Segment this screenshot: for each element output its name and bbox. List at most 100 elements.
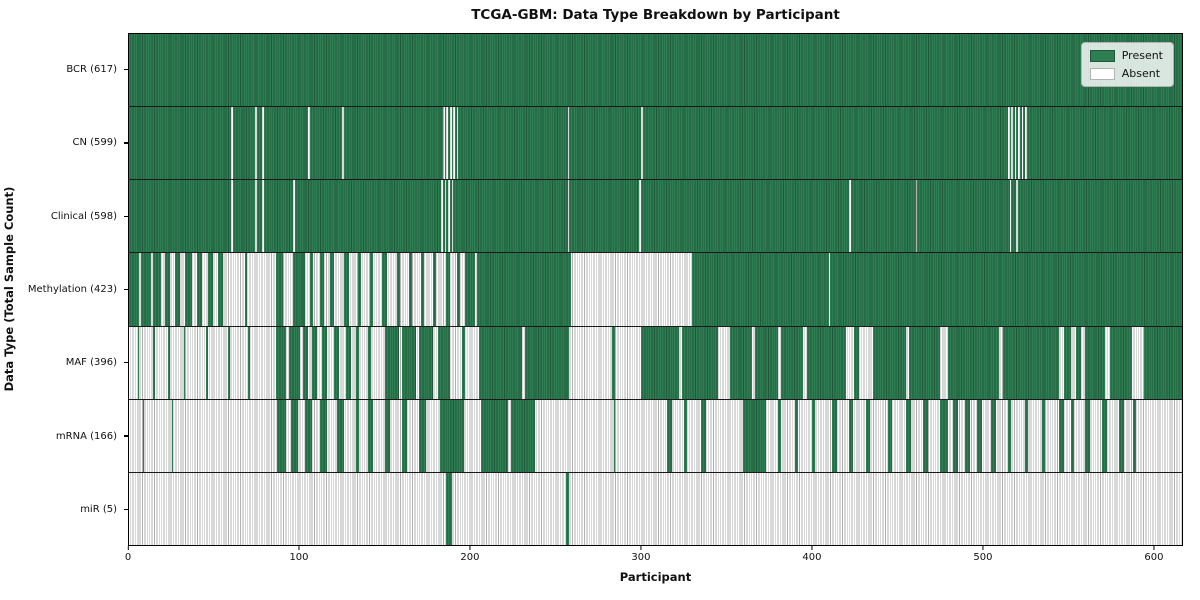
present-segment [330, 253, 334, 326]
present-segment [384, 399, 391, 472]
present-segment [396, 253, 401, 326]
present-segment [420, 253, 425, 326]
y-tick-mark [124, 508, 128, 510]
x-tick-mark [127, 546, 129, 550]
present-segment [152, 326, 155, 399]
present-segment [309, 253, 314, 326]
present-segment [183, 326, 186, 399]
y-tick-mark [124, 215, 128, 217]
legend: Present Absent [1080, 42, 1174, 87]
present-segment [129, 180, 232, 253]
x-tick-mark [640, 546, 642, 550]
present-segment [140, 253, 152, 326]
present-segment [953, 399, 959, 472]
x-tick: 600 [1144, 546, 1163, 563]
present-segment [939, 399, 949, 472]
y-tick-cell: Clinical (598) [0, 180, 128, 253]
present-segment [164, 253, 170, 326]
present-segment [344, 107, 444, 180]
x-tick: 200 [460, 546, 480, 563]
y-tick-cell: miR (5) [0, 473, 128, 546]
present-segment [233, 107, 256, 180]
y-tick-cell: mRNA (166) [0, 399, 128, 472]
y-tick-label: MAF (396) [65, 357, 117, 369]
present-segment [446, 472, 452, 545]
present-segment [461, 326, 466, 399]
present-segment [309, 107, 343, 180]
present-segment [263, 180, 293, 253]
x-tick-label: 300 [631, 552, 651, 563]
y-tick-mark [124, 362, 128, 364]
x-tick: 0 [125, 546, 131, 563]
present-segment [311, 326, 317, 399]
present-segment [465, 253, 476, 326]
legend-label-present: Present [1121, 49, 1163, 62]
x-tick-label: 200 [460, 552, 480, 563]
present-segment [1023, 107, 1025, 180]
present-segment [873, 326, 906, 399]
x-tick-mark [811, 546, 813, 550]
present-segment [303, 326, 309, 399]
present-segment [1132, 399, 1136, 472]
present-segment [1118, 399, 1124, 472]
present-segment [205, 326, 208, 399]
present-segment [456, 253, 461, 326]
present-segment [1024, 399, 1029, 472]
present-segment [755, 326, 778, 399]
present-segment [1059, 399, 1065, 472]
present-segment [811, 399, 816, 472]
legend-swatch-present [1089, 49, 1115, 62]
y-tick-cell: BCR (617) [0, 33, 128, 106]
y-axis-labels: BCR (617) CN (599) Clinical (598) Methylati… [0, 33, 128, 546]
present-segment [743, 399, 766, 472]
present-segment [1016, 107, 1019, 180]
present-segment [700, 399, 706, 472]
present-segment [185, 253, 193, 326]
x-tick-label: 100 [289, 552, 309, 563]
present-segment [683, 399, 688, 472]
present-segment [908, 326, 940, 399]
present-segment [129, 253, 140, 326]
present-segment [1144, 326, 1182, 399]
present-segment [478, 326, 522, 399]
present-segment [381, 253, 387, 326]
x-tick-label: 500 [973, 552, 993, 563]
x-tick-label: 0 [124, 552, 132, 563]
row-strip-miR [129, 472, 1182, 545]
present-segment [1076, 326, 1082, 399]
x-tick-label: 400 [802, 552, 822, 563]
present-segment [1018, 180, 1182, 253]
y-tick-label: CN (599) [72, 137, 117, 149]
x-tick-mark [1153, 546, 1155, 550]
present-segment [917, 180, 1010, 253]
x-tick: 300 [631, 546, 651, 563]
row-strip-mRNA [129, 399, 1182, 473]
present-segment [320, 399, 327, 472]
present-segment [367, 326, 372, 399]
present-segment [402, 326, 416, 399]
present-segment [233, 180, 256, 253]
present-segment [965, 399, 971, 472]
present-segment [565, 472, 570, 545]
present-segment [922, 399, 928, 472]
present-segment [729, 326, 752, 399]
plot-area: Present Absent [128, 33, 1183, 546]
present-segment [207, 253, 213, 326]
present-segment [277, 399, 286, 472]
present-segment [142, 399, 145, 472]
present-segment [402, 399, 408, 472]
present-segment [1007, 399, 1012, 472]
present-segment [289, 326, 300, 399]
present-segment [446, 180, 449, 253]
present-segment [384, 326, 399, 399]
present-segment [458, 107, 568, 180]
present-segment [439, 399, 464, 472]
present-segment [294, 180, 442, 253]
present-segment [832, 399, 838, 472]
present-segment [453, 180, 568, 253]
present-segment [357, 253, 362, 326]
present-segment [443, 180, 445, 253]
present-segment [640, 180, 850, 253]
present-segment [1026, 107, 1182, 180]
legend-swatch-absent [1089, 67, 1115, 80]
